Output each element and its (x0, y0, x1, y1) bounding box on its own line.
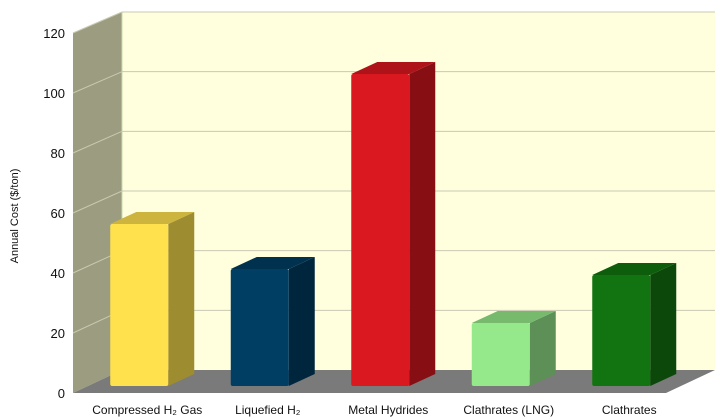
bar (230, 257, 315, 386)
bar-side (529, 311, 556, 386)
bar (351, 62, 436, 386)
bar-side (409, 62, 436, 386)
bar-front (110, 224, 169, 386)
x-category-label: Metal Hydrides (348, 403, 428, 417)
bar-side (650, 263, 677, 386)
y-tick-label: 80 (51, 146, 65, 161)
bar-side (168, 212, 195, 386)
y-tick-label: 40 (51, 266, 65, 281)
bar-front (471, 323, 530, 386)
bar-front (592, 275, 651, 386)
y-axis-label: Annual Cost ($/ton) (9, 169, 21, 264)
x-category-label: Clathrates (602, 403, 657, 417)
bar-top (230, 257, 315, 269)
bar (592, 263, 677, 386)
bar-top (351, 62, 436, 74)
y-tick-label: 100 (43, 86, 65, 101)
x-category-label: Clathrates (LNG) (463, 403, 554, 417)
bar-top (471, 311, 556, 323)
x-category-label: Compressed H₂ Gas (92, 403, 202, 417)
bar-front (351, 74, 410, 386)
y-tick-label: 20 (51, 326, 65, 341)
y-tick-label: 0 (58, 386, 65, 401)
bars (110, 62, 677, 386)
gridline (72, 130, 123, 154)
bar-top (110, 212, 195, 224)
bar-front (230, 269, 289, 386)
bar-top (592, 263, 677, 275)
x-category-label: Liquefied H₂ (235, 403, 301, 417)
bar-side (288, 257, 315, 386)
bar (471, 311, 556, 386)
y-axis-ticks: 0 20 40 60 80 100 120 (43, 26, 65, 401)
y-tick-label: 60 (51, 206, 65, 221)
bar (110, 212, 195, 386)
gridline (72, 190, 123, 214)
x-axis-categories: Compressed H₂ Gas Liquefied H₂ Metal Hydri… (92, 403, 656, 417)
gridline (72, 71, 123, 94)
y-tick-label: 120 (43, 26, 65, 41)
gridline (72, 11, 123, 34)
